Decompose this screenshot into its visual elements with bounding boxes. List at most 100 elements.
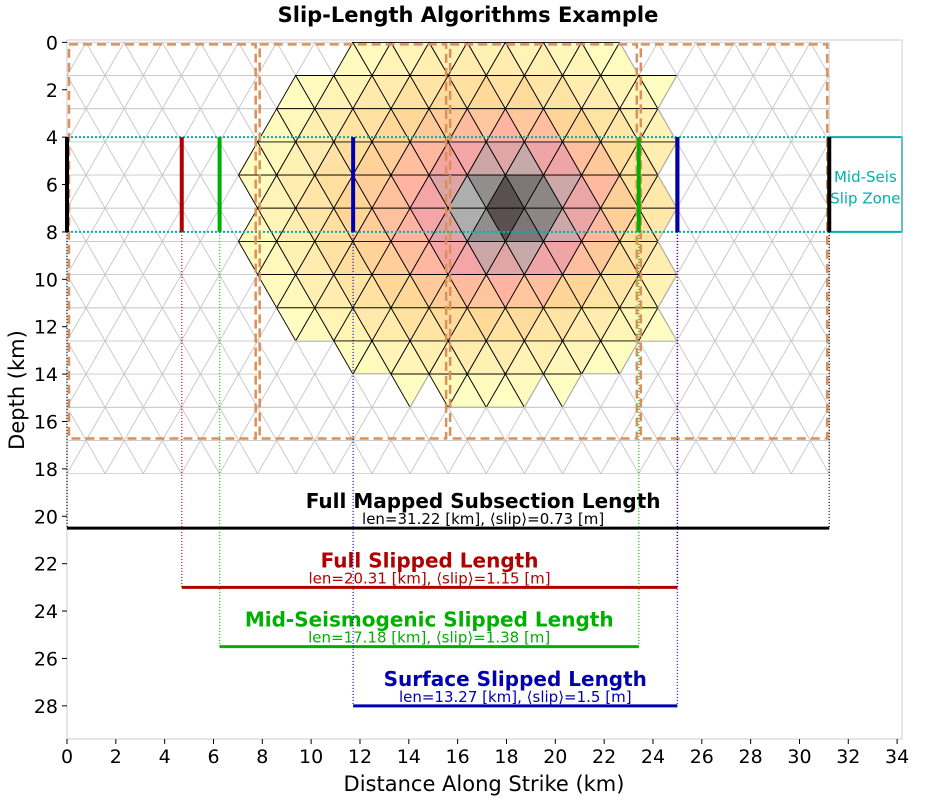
mesh-triangle xyxy=(428,440,468,475)
mesh-triangle xyxy=(733,141,773,176)
x-axis-label: Distance Along Strike (km) xyxy=(344,772,625,796)
x-tick-label: 30 xyxy=(787,746,811,768)
mesh-triangle xyxy=(790,439,830,474)
y-tick-label: 0 xyxy=(46,32,58,54)
y-tick-label: 22 xyxy=(34,554,58,576)
mesh-triangle xyxy=(104,274,144,309)
mesh-triangle xyxy=(676,174,716,209)
mesh-triangle xyxy=(714,439,754,474)
mesh-triangle xyxy=(66,141,106,176)
mesh-triangle xyxy=(714,141,754,176)
mesh-triangle xyxy=(790,41,830,76)
mesh-triangle xyxy=(104,207,144,243)
mesh-triangle xyxy=(466,406,507,441)
mesh-triangle xyxy=(542,440,583,475)
length-stats: len=31.22 [km], ⟨slip⟩=0.73 [m] xyxy=(362,510,604,528)
mesh-triangle xyxy=(752,174,792,209)
mesh-triangle xyxy=(218,75,259,110)
mesh-triangle xyxy=(695,340,735,375)
mesh-triangle xyxy=(142,75,183,110)
mesh-triangle xyxy=(771,373,811,409)
mesh-triangle xyxy=(85,373,125,409)
mesh-triangle xyxy=(199,340,240,375)
mesh-triangle xyxy=(142,41,183,76)
subsection-box xyxy=(448,43,639,440)
mesh-triangle xyxy=(790,274,830,309)
mesh-triangle xyxy=(790,75,830,110)
mesh-triangle xyxy=(771,207,811,242)
mesh-triangle xyxy=(714,406,754,442)
mesh-triangle xyxy=(199,241,240,276)
mesh-triangle xyxy=(314,406,354,441)
mesh-triangle xyxy=(695,141,735,176)
mesh-triangle xyxy=(237,340,278,375)
mesh-triangle xyxy=(180,439,221,474)
mesh-triangle xyxy=(66,439,106,474)
mesh-triangle xyxy=(580,406,621,441)
mesh-triangle xyxy=(237,406,278,441)
mesh-triangle xyxy=(66,274,106,309)
y-tick-label: 14 xyxy=(34,364,58,386)
mesh-triangle xyxy=(466,440,507,475)
mesh-triangle xyxy=(809,307,830,343)
mesh-triangle xyxy=(600,373,640,408)
mesh-triangle xyxy=(276,440,316,475)
mesh-triangle xyxy=(600,439,640,474)
mesh-triangle xyxy=(695,74,735,110)
mesh-triangle xyxy=(809,440,830,476)
y-tick-label: 2 xyxy=(46,80,58,102)
mesh-triangle xyxy=(752,41,792,76)
mesh-triangle xyxy=(142,207,183,243)
mesh-triangle xyxy=(104,439,144,474)
subsection-box xyxy=(67,43,257,440)
mesh-triangle xyxy=(180,373,221,408)
mesh-triangle xyxy=(714,306,754,342)
mesh-triangle xyxy=(733,307,773,342)
mesh-triangle xyxy=(85,141,125,176)
mesh-triangle xyxy=(676,406,716,442)
mesh-triangle xyxy=(771,307,811,342)
mesh-triangle xyxy=(256,41,297,76)
mesh-triangle xyxy=(276,406,316,441)
mesh-triangle xyxy=(104,41,144,76)
mesh-triangle xyxy=(504,406,545,441)
mesh-triangle xyxy=(790,141,830,176)
mesh-triangle xyxy=(409,439,449,474)
mesh-triangle xyxy=(161,273,202,309)
mesh-triangle xyxy=(123,373,163,409)
mesh-triangle xyxy=(676,340,716,375)
mesh-triangle xyxy=(180,207,221,243)
y-axis-label: Depth (km) xyxy=(5,330,29,450)
mesh-triangle xyxy=(676,373,716,408)
mesh-triangle xyxy=(809,108,830,144)
mesh-triangle xyxy=(85,241,125,276)
mesh-triangle xyxy=(561,439,602,474)
mesh-triangle xyxy=(752,439,792,474)
mesh-triangle xyxy=(733,340,773,375)
mesh-triangle xyxy=(790,306,830,342)
length-stats: len=13.27 [km], ⟨slip⟩=1.5 [m] xyxy=(399,688,632,706)
subsection-box xyxy=(639,43,829,440)
mesh-triangle xyxy=(752,406,792,442)
subsection-box xyxy=(258,43,448,440)
chart-title: Slip-Length Algorithms Example xyxy=(278,3,659,27)
mesh-triangle xyxy=(771,74,811,110)
mesh-triangle xyxy=(314,373,354,409)
mesh-triangle xyxy=(180,174,221,209)
mesh-triangle xyxy=(180,41,221,76)
mesh-triangle xyxy=(733,440,773,475)
mesh-triangle xyxy=(180,274,221,309)
mesh-triangle xyxy=(237,42,278,77)
mesh-triangle xyxy=(123,42,163,77)
mesh-triangle xyxy=(771,406,811,441)
mesh-triangle xyxy=(66,306,106,342)
mesh-triangle xyxy=(237,440,278,475)
mesh-triangle xyxy=(276,340,316,375)
length-name: Full Slipped Length xyxy=(321,548,539,572)
mesh-triangle xyxy=(123,406,163,441)
mesh-triangle xyxy=(104,340,144,375)
mesh-triangle xyxy=(66,240,106,275)
mesh-triangle xyxy=(142,439,183,474)
length-stats: len=17.18 [km], ⟨slip⟩=1.38 [m] xyxy=(308,629,550,647)
